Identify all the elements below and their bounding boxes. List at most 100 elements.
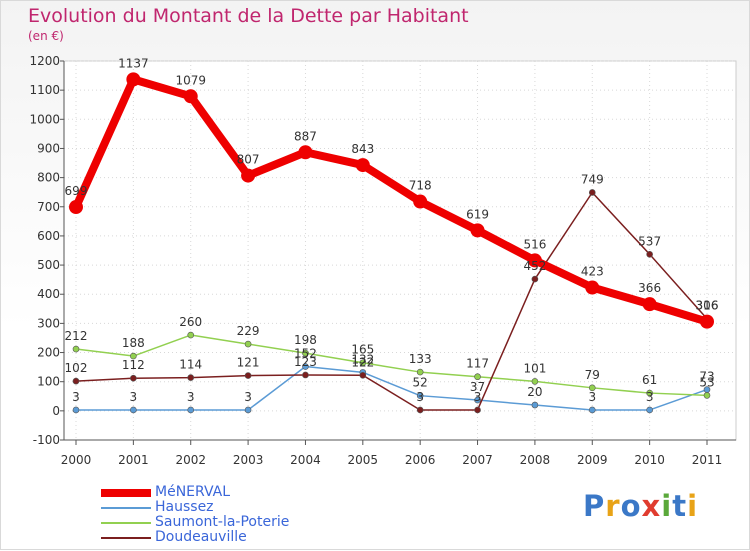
- data-label: 188: [122, 336, 145, 350]
- data-point: [126, 72, 141, 87]
- data-point: [531, 275, 539, 283]
- data-point: [183, 89, 198, 104]
- data-point: [130, 374, 137, 382]
- x-tick-label: 2000: [61, 453, 92, 467]
- series-line-2: [75, 334, 708, 397]
- data-label: 122: [351, 355, 374, 369]
- data-label: 3: [187, 390, 195, 404]
- proxiti-logo: Proxiti: [583, 489, 698, 523]
- data-point: [355, 158, 370, 173]
- logo-letter: x: [641, 489, 662, 523]
- x-tick-label: 2009: [577, 453, 608, 467]
- axes: -100 0 100 200 300 400 500 600 700 800 900 1000 1100…: [29, 54, 736, 467]
- y-tick-label: 700: [37, 200, 60, 214]
- data-point: [244, 406, 252, 414]
- legend-swatch: [101, 489, 151, 497]
- data-point: [531, 378, 539, 385]
- data-label: 516: [523, 237, 546, 251]
- data-label: 123: [294, 355, 317, 369]
- data-label: 165: [351, 343, 374, 357]
- data-point: [187, 374, 195, 381]
- x-tick-label: 2010: [634, 453, 665, 467]
- data-point: [646, 250, 653, 258]
- data-label: 73: [699, 370, 714, 384]
- data-label: 152: [294, 347, 317, 361]
- logo-letter: i: [687, 489, 699, 523]
- data-label: 79: [585, 368, 600, 382]
- legend-label: Doudeauville: [155, 529, 247, 545]
- data-label: 749: [581, 172, 604, 186]
- y-tick-label: 1200: [29, 54, 60, 68]
- legend-swatch: [101, 507, 151, 509]
- data-label: 121: [237, 356, 260, 370]
- data-point: [470, 223, 485, 238]
- data-point: [298, 145, 313, 160]
- data-point: [302, 349, 309, 357]
- data-label: 102: [65, 361, 88, 375]
- data-point: [531, 401, 539, 409]
- data-label: 20: [527, 385, 542, 399]
- data-point: [588, 189, 596, 196]
- y-tick-label: 100: [37, 375, 60, 389]
- data-label: 3: [416, 390, 424, 404]
- plot-area: [63, 60, 737, 441]
- logo-letter: P: [583, 489, 606, 523]
- x-tick-label: 2007: [462, 453, 493, 467]
- data-point: [416, 392, 424, 399]
- data-label: 114: [179, 358, 202, 372]
- y-tick-label: 300: [37, 316, 60, 330]
- data-point: [416, 368, 424, 376]
- data-point: [187, 406, 195, 414]
- x-tick-label: 2006: [405, 453, 436, 467]
- y-tick-label: 1100: [29, 83, 60, 97]
- y-tick-label: 800: [37, 171, 60, 185]
- data-point: [416, 406, 424, 414]
- data-label: 452: [523, 259, 546, 273]
- logo-letter: t: [672, 489, 688, 523]
- y-tick-label: 400: [37, 287, 60, 301]
- legend-swatch: [101, 537, 151, 539]
- series-line-3: [75, 191, 708, 411]
- data-point: [474, 373, 481, 381]
- legend-label: MéNERVAL: [155, 484, 231, 500]
- grid-lines: [63, 60, 737, 441]
- y-tick-label: 200: [37, 346, 60, 360]
- data-point: [703, 392, 711, 399]
- data-point: [359, 371, 367, 379]
- data-label: 807: [237, 153, 260, 167]
- data-label: 212: [65, 329, 88, 343]
- x-tick-label: 2002: [175, 453, 206, 467]
- series-line-0: [72, 75, 711, 326]
- data-point: [302, 363, 309, 370]
- x-tick-label: 2005: [348, 453, 379, 467]
- data-label: 37: [470, 380, 485, 394]
- data-label: 537: [638, 234, 661, 248]
- legend-swatch: [101, 522, 151, 524]
- x-tick-label: 2011: [692, 453, 723, 467]
- chart-unit: (en €): [28, 29, 64, 43]
- data-label: 101: [523, 361, 546, 375]
- data-label: 52: [413, 376, 428, 390]
- y-tick-label: -100: [33, 433, 60, 447]
- data-point: [241, 168, 256, 183]
- data-point: [72, 345, 80, 353]
- data-point: [474, 396, 481, 404]
- chart-title: Evolution du Montant de la Dette par Hab…: [28, 5, 469, 27]
- data-point: [646, 389, 653, 397]
- data-label: 198: [294, 333, 317, 347]
- data-label: 306: [696, 299, 719, 313]
- data-label: 699: [65, 184, 88, 198]
- data-label: 316: [696, 299, 719, 313]
- data-label: 133: [409, 352, 432, 366]
- data-label: 718: [409, 179, 432, 193]
- data-point: [130, 352, 137, 360]
- data-point: [359, 359, 367, 367]
- x-tick-label: 2008: [520, 453, 551, 467]
- data-point: [72, 406, 80, 414]
- data-label: 1137: [118, 56, 149, 70]
- data-point: [642, 297, 657, 312]
- data-point: [413, 194, 428, 209]
- y-tick-label: 900: [37, 141, 60, 155]
- data-label: 887: [294, 129, 317, 143]
